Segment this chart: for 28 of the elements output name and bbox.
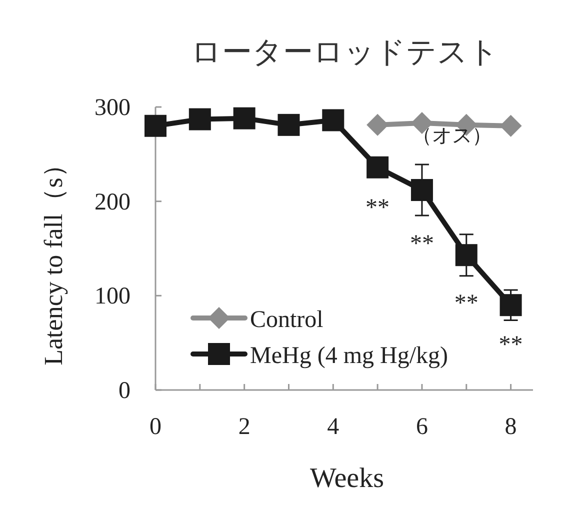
point [233,107,256,130]
point [144,114,166,137]
annotation: ** [498,332,523,358]
x-axis-title: Weeks [310,463,384,494]
y-axis-title: Latency to fall（s） [39,152,68,366]
legend-label: Control [250,307,324,333]
point [500,294,522,316]
x-tick-label: 8 [504,414,517,440]
annotation: （オス） [412,125,492,147]
x-tick-label: 0 [150,414,162,440]
chart-title: ローターロッドテスト [191,36,499,69]
point [188,108,211,130]
y-tick-label: 0 [118,378,130,404]
point [322,109,344,132]
y-tick-label: 200 [94,189,130,216]
x-tick-label: 4 [327,414,340,440]
x-tick-label: 2 [238,414,250,440]
annotation: ** [454,290,478,316]
annotation: ** [410,231,434,258]
point [366,156,389,178]
annotation: ** [366,195,390,222]
point [455,244,478,266]
legend-label: MeHg (4 mg Hg/kg) [250,343,448,369]
point [278,114,300,136]
y-tick-label: 300 [94,95,130,121]
point [410,179,433,202]
x-tick-label: 6 [416,414,428,440]
y-tick-label: 100 [94,284,130,310]
